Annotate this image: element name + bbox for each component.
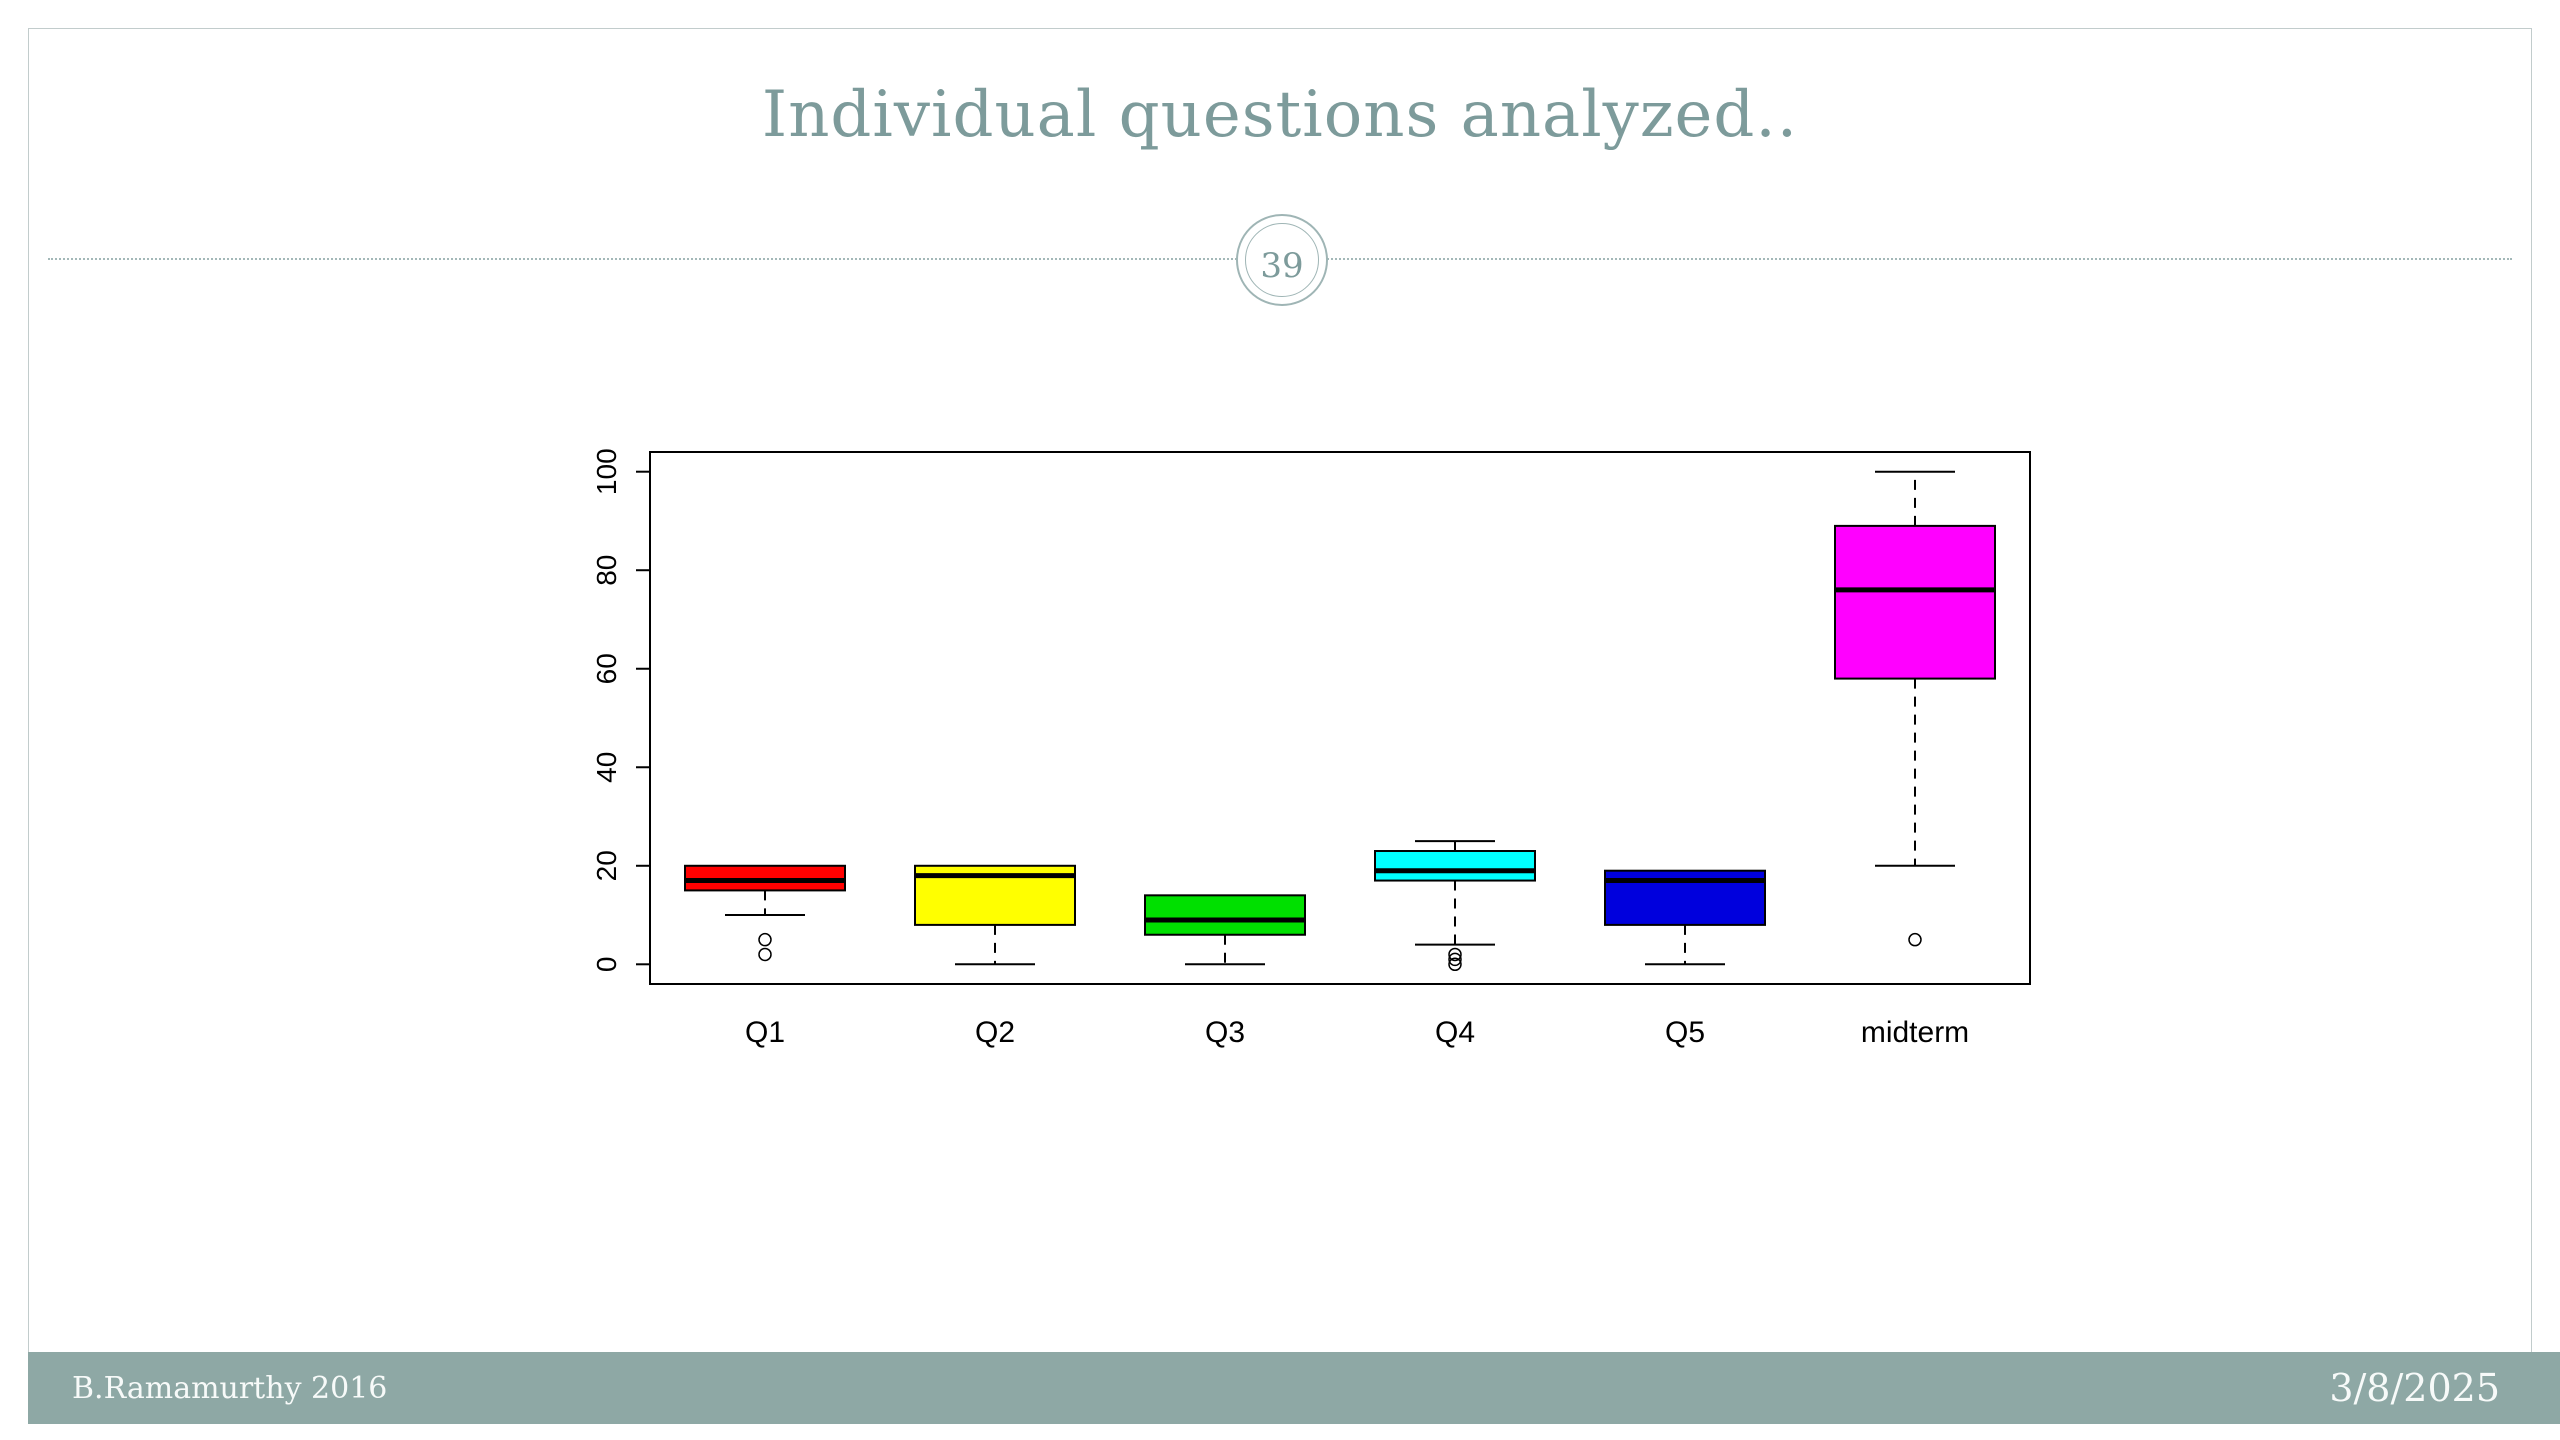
boxplot-svg: 0 20 40 60 80 100 Q1 Q2 Q3 Q4 Q5 midterm: [591, 448, 2031, 1049]
footer-author: B.Ramamurthy 2016: [72, 1370, 388, 1406]
svg-text:Q4: Q4: [1435, 1016, 1475, 1049]
svg-text:0: 0: [591, 957, 622, 973]
slide-number-inner-ring: 39: [1245, 223, 1319, 297]
svg-text:40: 40: [591, 752, 622, 783]
svg-text:100: 100: [591, 448, 622, 495]
footer-date: 3/8/2025: [2329, 1366, 2500, 1410]
footer-bar: B.Ramamurthy 2016 3/8/2025: [28, 1352, 2560, 1424]
svg-text:Q1: Q1: [745, 1016, 785, 1049]
boxplot-chart: 0 20 40 60 80 100 Q1 Q2 Q3 Q4 Q5 midterm: [560, 430, 2060, 1110]
svg-text:20: 20: [591, 850, 622, 881]
slide-number-badge: 39: [1236, 214, 1328, 306]
slide-number: 39: [1260, 246, 1304, 286]
svg-text:Q2: Q2: [975, 1016, 1015, 1049]
svg-text:midterm: midterm: [1861, 1016, 1969, 1049]
svg-text:Q3: Q3: [1205, 1016, 1245, 1049]
svg-text:Q5: Q5: [1665, 1016, 1705, 1049]
slide-title: Individual questions analyzed..: [761, 78, 1799, 152]
svg-text:80: 80: [591, 555, 622, 586]
svg-text:60: 60: [591, 653, 622, 684]
